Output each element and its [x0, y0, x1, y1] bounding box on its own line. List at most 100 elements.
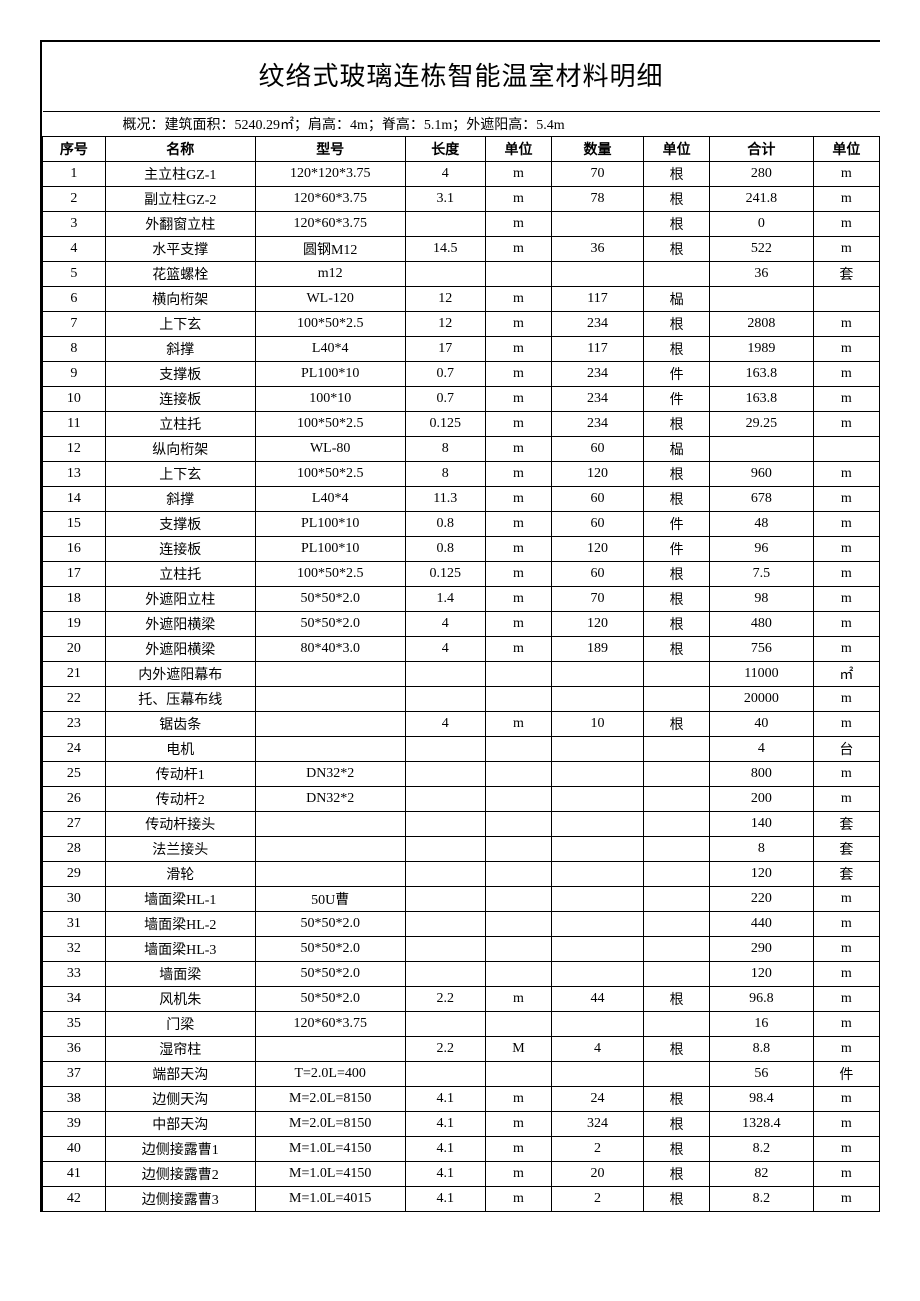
cell-index: 7: [43, 312, 106, 337]
cell-length: 1.4: [405, 587, 485, 612]
subtitle-text: 概况：建筑面积：5240.29㎡；肩高：4m；脊高：5.1m；外遮阳高：5.4m: [43, 112, 880, 137]
cell-index: 36: [43, 1037, 106, 1062]
cell-model: [255, 662, 405, 687]
cell-total: 290: [710, 937, 813, 962]
cell-qty: 36: [552, 237, 644, 262]
cell-length: 4.1: [405, 1162, 485, 1187]
cell-unit2: 根: [643, 462, 709, 487]
cell-model: 50*50*2.0: [255, 612, 405, 637]
cell-unit2: 根: [643, 1162, 709, 1187]
cell-name: 外遮阳横梁: [105, 637, 255, 662]
cell-name: 边侧接露曹1: [105, 1137, 255, 1162]
cell-unit2: 件: [643, 512, 709, 537]
cell-index: 8: [43, 337, 106, 362]
cell-index: 41: [43, 1162, 106, 1187]
cell-total: 20000: [710, 687, 813, 712]
cell-total: 220: [710, 887, 813, 912]
cell-unit1: [485, 912, 551, 937]
cell-model: 100*50*2.5: [255, 462, 405, 487]
cell-length: 14.5: [405, 237, 485, 262]
cell-qty: 2: [552, 1137, 644, 1162]
cell-length: 8: [405, 462, 485, 487]
cell-name: 主立柱GZ-1: [105, 162, 255, 187]
cell-qty: 189: [552, 637, 644, 662]
cell-model: [255, 862, 405, 887]
cell-qty: 60: [552, 512, 644, 537]
cell-model: [255, 737, 405, 762]
cell-model: m12: [255, 262, 405, 287]
cell-qty: 60: [552, 562, 644, 587]
cell-unit2: [643, 862, 709, 887]
cell-model: [255, 812, 405, 837]
cell-qty: [552, 837, 644, 862]
table-row: 12纵向桁架WL-808m60榀: [43, 437, 880, 462]
cell-unit3: m: [813, 1087, 879, 1112]
cell-index: 11: [43, 412, 106, 437]
table-row: 27传动杆接头140套: [43, 812, 880, 837]
cell-unit3: m: [813, 1162, 879, 1187]
cell-unit1: m: [485, 637, 551, 662]
table-row: 42边侧接露曹3M=1.0L=40154.1m2根8.2m: [43, 1187, 880, 1212]
cell-unit3: m: [813, 937, 879, 962]
table-row: 40边侧接露曹1M=1.0L=41504.1m2根8.2m: [43, 1137, 880, 1162]
cell-unit2: 根: [643, 1112, 709, 1137]
cell-unit3: m: [813, 237, 879, 262]
cell-total: 0: [710, 212, 813, 237]
cell-index: 24: [43, 737, 106, 762]
cell-unit2: [643, 662, 709, 687]
cell-total: 756: [710, 637, 813, 662]
cell-qty: 44: [552, 987, 644, 1012]
cell-length: 0.7: [405, 362, 485, 387]
cell-unit3: m: [813, 162, 879, 187]
cell-unit1: m: [485, 1162, 551, 1187]
cell-model: DN32*2: [255, 787, 405, 812]
cell-unit3: 套: [813, 262, 879, 287]
cell-total: 8.2: [710, 1187, 813, 1212]
cell-unit1: m: [485, 712, 551, 737]
cell-unit1: m: [485, 1087, 551, 1112]
cell-qty: [552, 762, 644, 787]
cell-qty: 10: [552, 712, 644, 737]
table-row: 41边侧接露曹2M=1.0L=41504.1m20根82m: [43, 1162, 880, 1187]
cell-unit3: m: [813, 187, 879, 212]
cell-unit2: 件: [643, 537, 709, 562]
cell-qty: 234: [552, 387, 644, 412]
cell-name: 中部天沟: [105, 1112, 255, 1137]
cell-index: 10: [43, 387, 106, 412]
col-header-model: 型号: [255, 137, 405, 162]
cell-qty: [552, 787, 644, 812]
cell-model: 80*40*3.0: [255, 637, 405, 662]
cell-name: 外遮阳横梁: [105, 612, 255, 637]
cell-length: [405, 862, 485, 887]
cell-name: 边侧接露曹3: [105, 1187, 255, 1212]
cell-model: 100*50*2.5: [255, 312, 405, 337]
cell-qty: 4: [552, 1037, 644, 1062]
cell-name: 斜撑: [105, 487, 255, 512]
cell-unit2: 件: [643, 362, 709, 387]
col-header-index: 序号: [43, 137, 106, 162]
cell-unit1: m: [485, 437, 551, 462]
cell-qty: [552, 962, 644, 987]
cell-name: 传动杆接头: [105, 812, 255, 837]
cell-qty: 20: [552, 1162, 644, 1187]
cell-model: 圆钢M12: [255, 237, 405, 262]
col-header-total: 合计: [710, 137, 813, 162]
cell-name: 支撑板: [105, 362, 255, 387]
cell-length: [405, 1062, 485, 1087]
cell-length: 4.1: [405, 1087, 485, 1112]
cell-name: 端部天沟: [105, 1062, 255, 1087]
cell-unit3: m: [813, 687, 879, 712]
cell-length: [405, 212, 485, 237]
cell-qty: [552, 262, 644, 287]
cell-total: 29.25: [710, 412, 813, 437]
cell-unit2: 根: [643, 237, 709, 262]
table-row: 7上下玄100*50*2.512m234根2808m: [43, 312, 880, 337]
cell-unit1: m: [485, 462, 551, 487]
table-row: 31墙面梁HL-250*50*2.0440m: [43, 912, 880, 937]
cell-model: T=2.0L=400: [255, 1062, 405, 1087]
cell-unit1: m: [485, 312, 551, 337]
cell-model: PL100*10: [255, 362, 405, 387]
cell-unit3: m: [813, 337, 879, 362]
cell-total: 8.8: [710, 1037, 813, 1062]
cell-name: 墙面梁HL-1: [105, 887, 255, 912]
